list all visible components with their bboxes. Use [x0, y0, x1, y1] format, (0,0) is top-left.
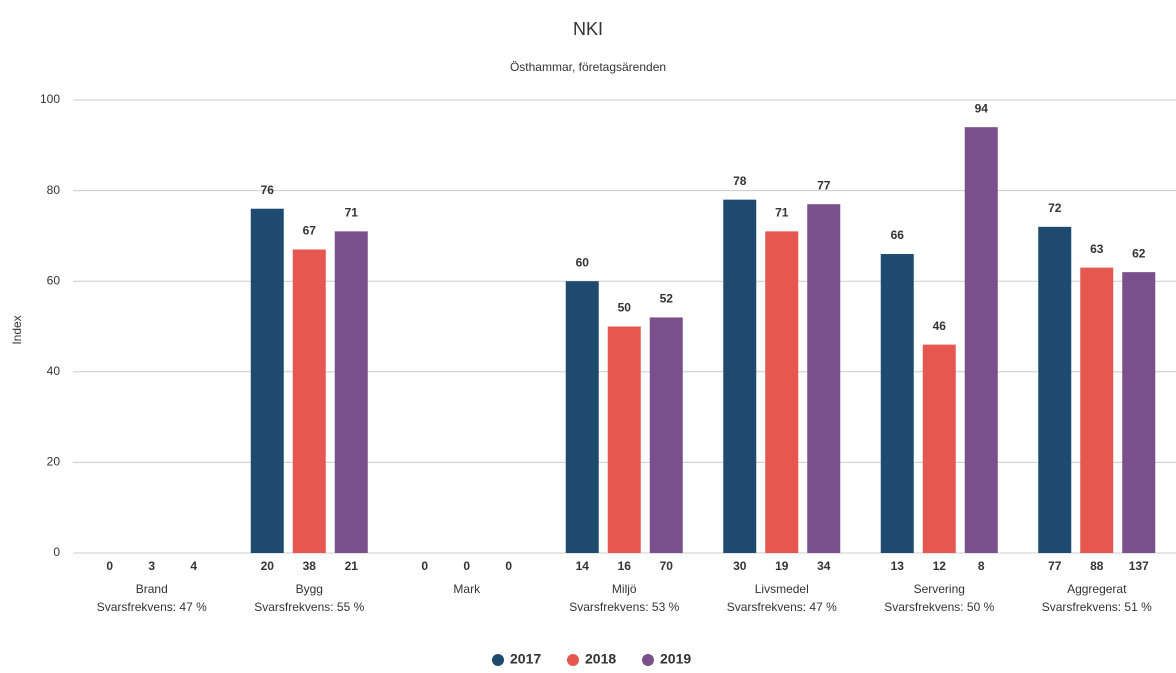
bar [292, 249, 326, 554]
x-tick-label: Brand [136, 582, 168, 596]
bar [1122, 272, 1156, 553]
count-label: 14 [576, 559, 590, 573]
bar [1080, 267, 1114, 553]
count-label: 21 [345, 559, 359, 573]
count-label: 20 [261, 559, 275, 573]
x-tick-label: Livsmedel [755, 582, 809, 596]
count-label: 137 [1129, 559, 1149, 573]
y-tick-label: 0 [53, 545, 60, 559]
count-label: 0 [421, 559, 428, 573]
value-label: 94 [975, 101, 989, 115]
value-label: 67 [303, 224, 317, 238]
value-label: 63 [1090, 242, 1104, 256]
response-rate: Svarsfrekvens: 53 % [569, 600, 679, 614]
bar [565, 281, 599, 553]
value-label: 71 [345, 206, 359, 220]
bar [334, 231, 368, 553]
bar [807, 204, 841, 553]
bar [922, 344, 956, 553]
bar [723, 199, 757, 553]
y-tick-label: 100 [40, 92, 60, 106]
count-label: 70 [660, 559, 674, 573]
count-label: 13 [891, 559, 905, 573]
legend-label: 2017 [510, 651, 541, 667]
chart-title: NKI [573, 19, 603, 39]
count-label: 0 [505, 559, 512, 573]
count-label: 8 [978, 559, 985, 573]
value-label: 71 [775, 206, 789, 220]
count-label: 30 [733, 559, 747, 573]
count-label: 88 [1090, 559, 1104, 573]
count-label: 34 [817, 559, 831, 573]
legend-marker [492, 654, 504, 666]
count-label: 0 [106, 559, 113, 573]
value-label: 78 [733, 174, 747, 188]
bar [607, 326, 641, 553]
value-label: 66 [891, 228, 905, 242]
bar [765, 231, 799, 553]
value-label: 52 [660, 292, 674, 306]
y-axis-label: Index [10, 315, 24, 344]
legend-marker [642, 654, 654, 666]
bar [964, 127, 998, 554]
count-label: 12 [933, 559, 947, 573]
value-label: 46 [933, 319, 947, 333]
x-tick-label: Mark [453, 582, 481, 596]
y-tick-label: 20 [47, 455, 61, 469]
legend-label: 2018 [585, 651, 616, 667]
count-label: 0 [463, 559, 470, 573]
count-label: 77 [1048, 559, 1062, 573]
x-tick-label: Bygg [296, 582, 323, 596]
count-label: 4 [190, 559, 197, 573]
response-rate: Svarsfrekvens: 55 % [254, 600, 364, 614]
x-tick-label: Miljö [612, 582, 637, 596]
value-label: 60 [576, 255, 590, 269]
legend-label: 2019 [660, 651, 691, 667]
legend-marker [567, 654, 579, 666]
bar [880, 254, 914, 553]
value-label: 77 [817, 178, 831, 192]
value-label: 62 [1132, 246, 1146, 260]
x-tick-label: Servering [914, 582, 965, 596]
value-label: 72 [1048, 201, 1062, 215]
count-label: 3 [148, 559, 155, 573]
bar [250, 208, 284, 553]
bar [1038, 226, 1072, 553]
y-tick-label: 40 [47, 364, 61, 378]
response-rate: Svarsfrekvens: 50 % [884, 600, 994, 614]
y-tick-label: 60 [47, 273, 61, 287]
bar [649, 317, 683, 553]
response-rate: Svarsfrekvens: 47 % [727, 600, 837, 614]
response-rate: Svarsfrekvens: 51 % [1042, 600, 1152, 614]
count-label: 38 [303, 559, 317, 573]
chart-subtitle: Östhammar, företagsärenden [510, 60, 666, 74]
count-label: 19 [775, 559, 789, 573]
x-tick-label: Aggregerat [1067, 582, 1127, 596]
value-label: 50 [618, 301, 632, 315]
y-tick-label: 80 [47, 183, 61, 197]
value-label: 76 [261, 183, 275, 197]
response-rate: Svarsfrekvens: 47 % [97, 600, 207, 614]
count-label: 16 [618, 559, 632, 573]
